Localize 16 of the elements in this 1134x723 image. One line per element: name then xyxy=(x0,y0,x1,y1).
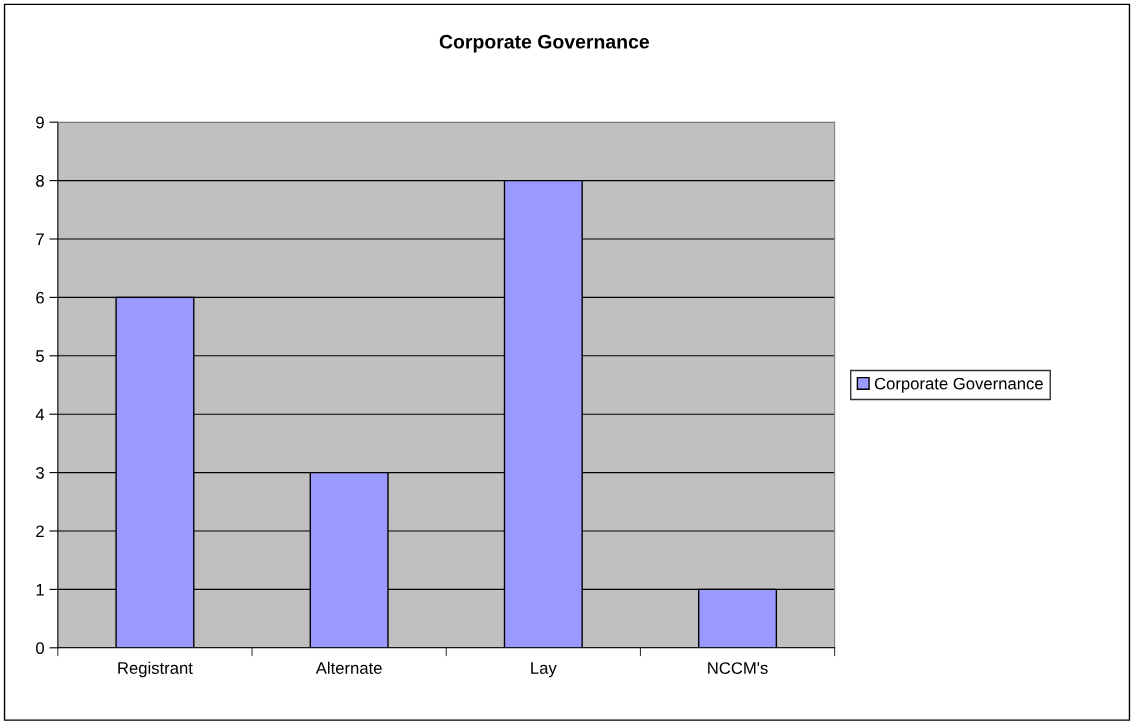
x-tick-label: NCCM's xyxy=(708,662,768,674)
y-tick-label: 8 xyxy=(36,174,44,187)
y-tick-label: 5 xyxy=(36,350,44,362)
legend-label: Corporate Governance xyxy=(874,377,1043,393)
y-tick-label: 6 xyxy=(36,291,44,304)
y-tick-label: 7 xyxy=(36,233,44,246)
y-tick-label: 2 xyxy=(36,525,44,538)
x-tick-label: Registrant xyxy=(118,661,193,678)
y-tick-label: 3 xyxy=(36,467,44,479)
chart-title: Corporate Governance xyxy=(439,34,650,53)
y-tick-label: 4 xyxy=(35,408,45,421)
y-tick-label: 1 xyxy=(36,583,44,596)
x-tick-label: Alternate xyxy=(315,661,382,674)
y-tick-label: 9 xyxy=(36,116,44,129)
x-tick-label: Lay xyxy=(531,662,557,678)
y-tick-label: 0 xyxy=(36,642,44,655)
